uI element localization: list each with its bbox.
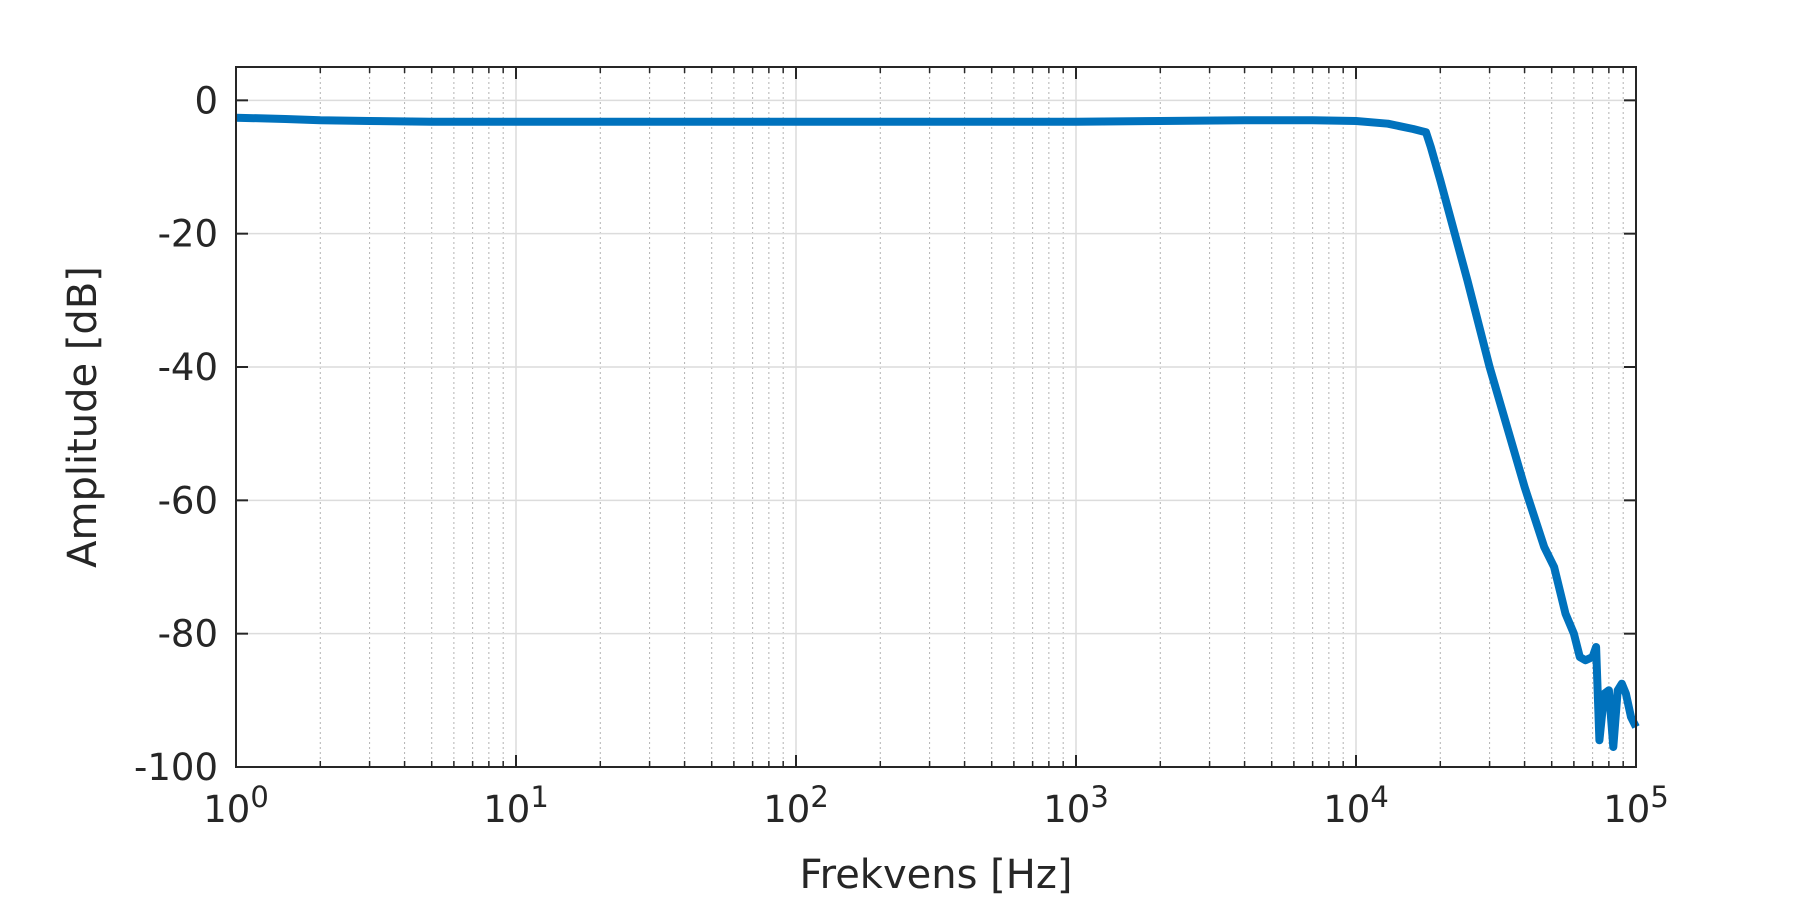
grid (235, 67, 1637, 768)
x-tick-label: 100 (203, 780, 269, 831)
y-tick-label: -20 (158, 213, 218, 256)
x-tick-label: 103 (1043, 780, 1109, 831)
x-tick-label: 102 (763, 780, 829, 831)
series-layer (235, 113, 1640, 751)
y-tick-label: -40 (158, 346, 218, 389)
series-line-0 (235, 113, 1640, 751)
y-tick-label: -80 (158, 613, 218, 656)
x-tick-labels: 100 101 102 103 104 105 (203, 780, 1669, 831)
y-tick-labels: 0 -20 -40 -60 -80 -100 (134, 79, 218, 789)
x-tick-label: 104 (1323, 780, 1389, 831)
x-tick-label: 101 (483, 780, 549, 831)
y-tick-label: -100 (134, 746, 218, 789)
tick-marks (235, 67, 1637, 768)
y-tick-label: 0 (194, 79, 218, 122)
x-axis-title: Frekvens [Hz] (800, 852, 1073, 898)
y-axis-title: Amplitude [dB] (60, 266, 106, 568)
y-tick-label: -60 (158, 479, 218, 522)
x-tick-label: 105 (1603, 780, 1669, 831)
plot-area-frame (235, 66, 1637, 768)
